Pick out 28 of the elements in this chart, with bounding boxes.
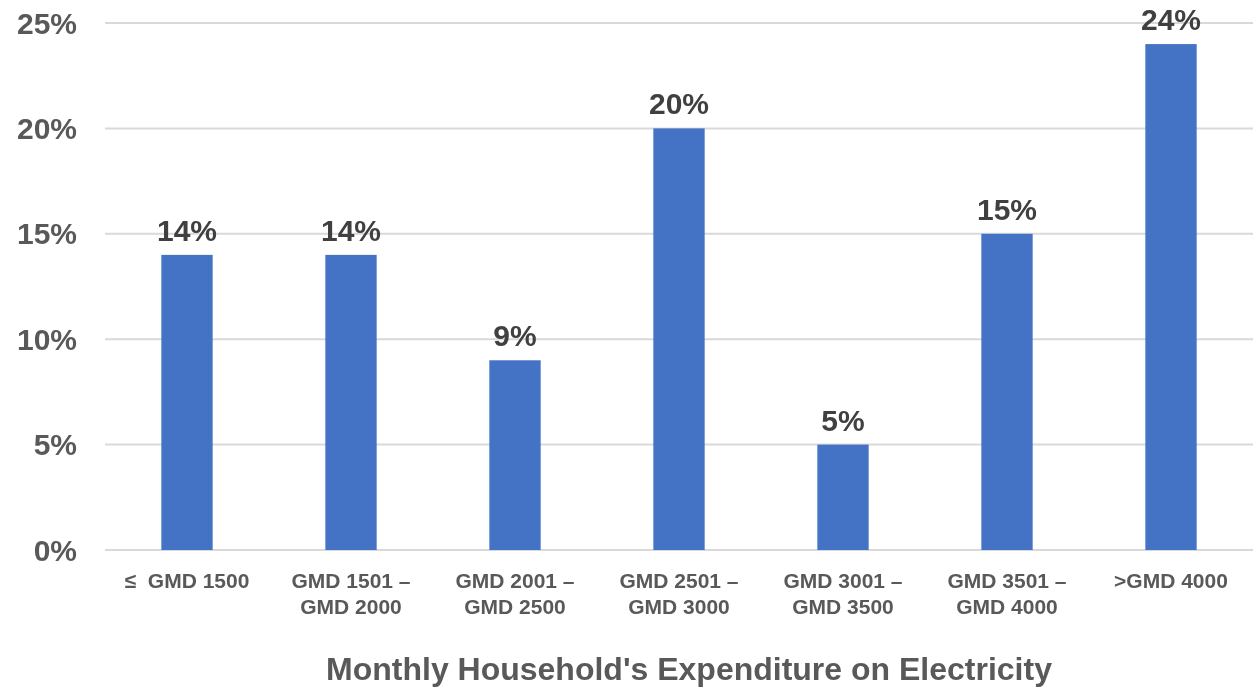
y-tick-label: 15% [16,217,77,251]
data-label: 14% [320,213,382,247]
x-axis-title: Monthly Household's Expenditure on Electricity [326,651,1053,687]
data-label: 9% [493,319,537,353]
x-tick-label: GMD 2001 – GMD 2500 [455,569,575,618]
data-label: 5% [821,403,865,437]
bar [653,128,705,550]
x-tick-label: GMD 3001 – GMD 3500 [783,569,903,618]
x-tick-label: >GMD 4000 [1114,569,1228,592]
y-tick-label: 0% [33,533,77,567]
bar [489,360,541,550]
y-tick-label: 10% [16,322,77,356]
x-tick-label: GMD 3501 – GMD 4000 [947,569,1067,618]
y-tick-label: 20% [16,111,77,145]
x-tick-label: ≤ GMD 1500 [124,569,250,592]
y-tick-label: 25% [16,6,77,40]
bar [1145,44,1197,550]
data-label: 24% [1140,3,1202,37]
bar [981,233,1033,550]
bar [817,444,869,550]
bar [325,254,377,550]
y-tick-label: 5% [33,428,77,462]
x-tick-label: GMD 1501 – GMD 2000 [291,569,411,618]
data-label: 15% [976,192,1038,226]
data-label: 20% [648,87,710,121]
bar [161,254,213,550]
data-label: 14% [156,213,218,247]
x-tick-label: GMD 2501 – GMD 3000 [619,569,739,618]
